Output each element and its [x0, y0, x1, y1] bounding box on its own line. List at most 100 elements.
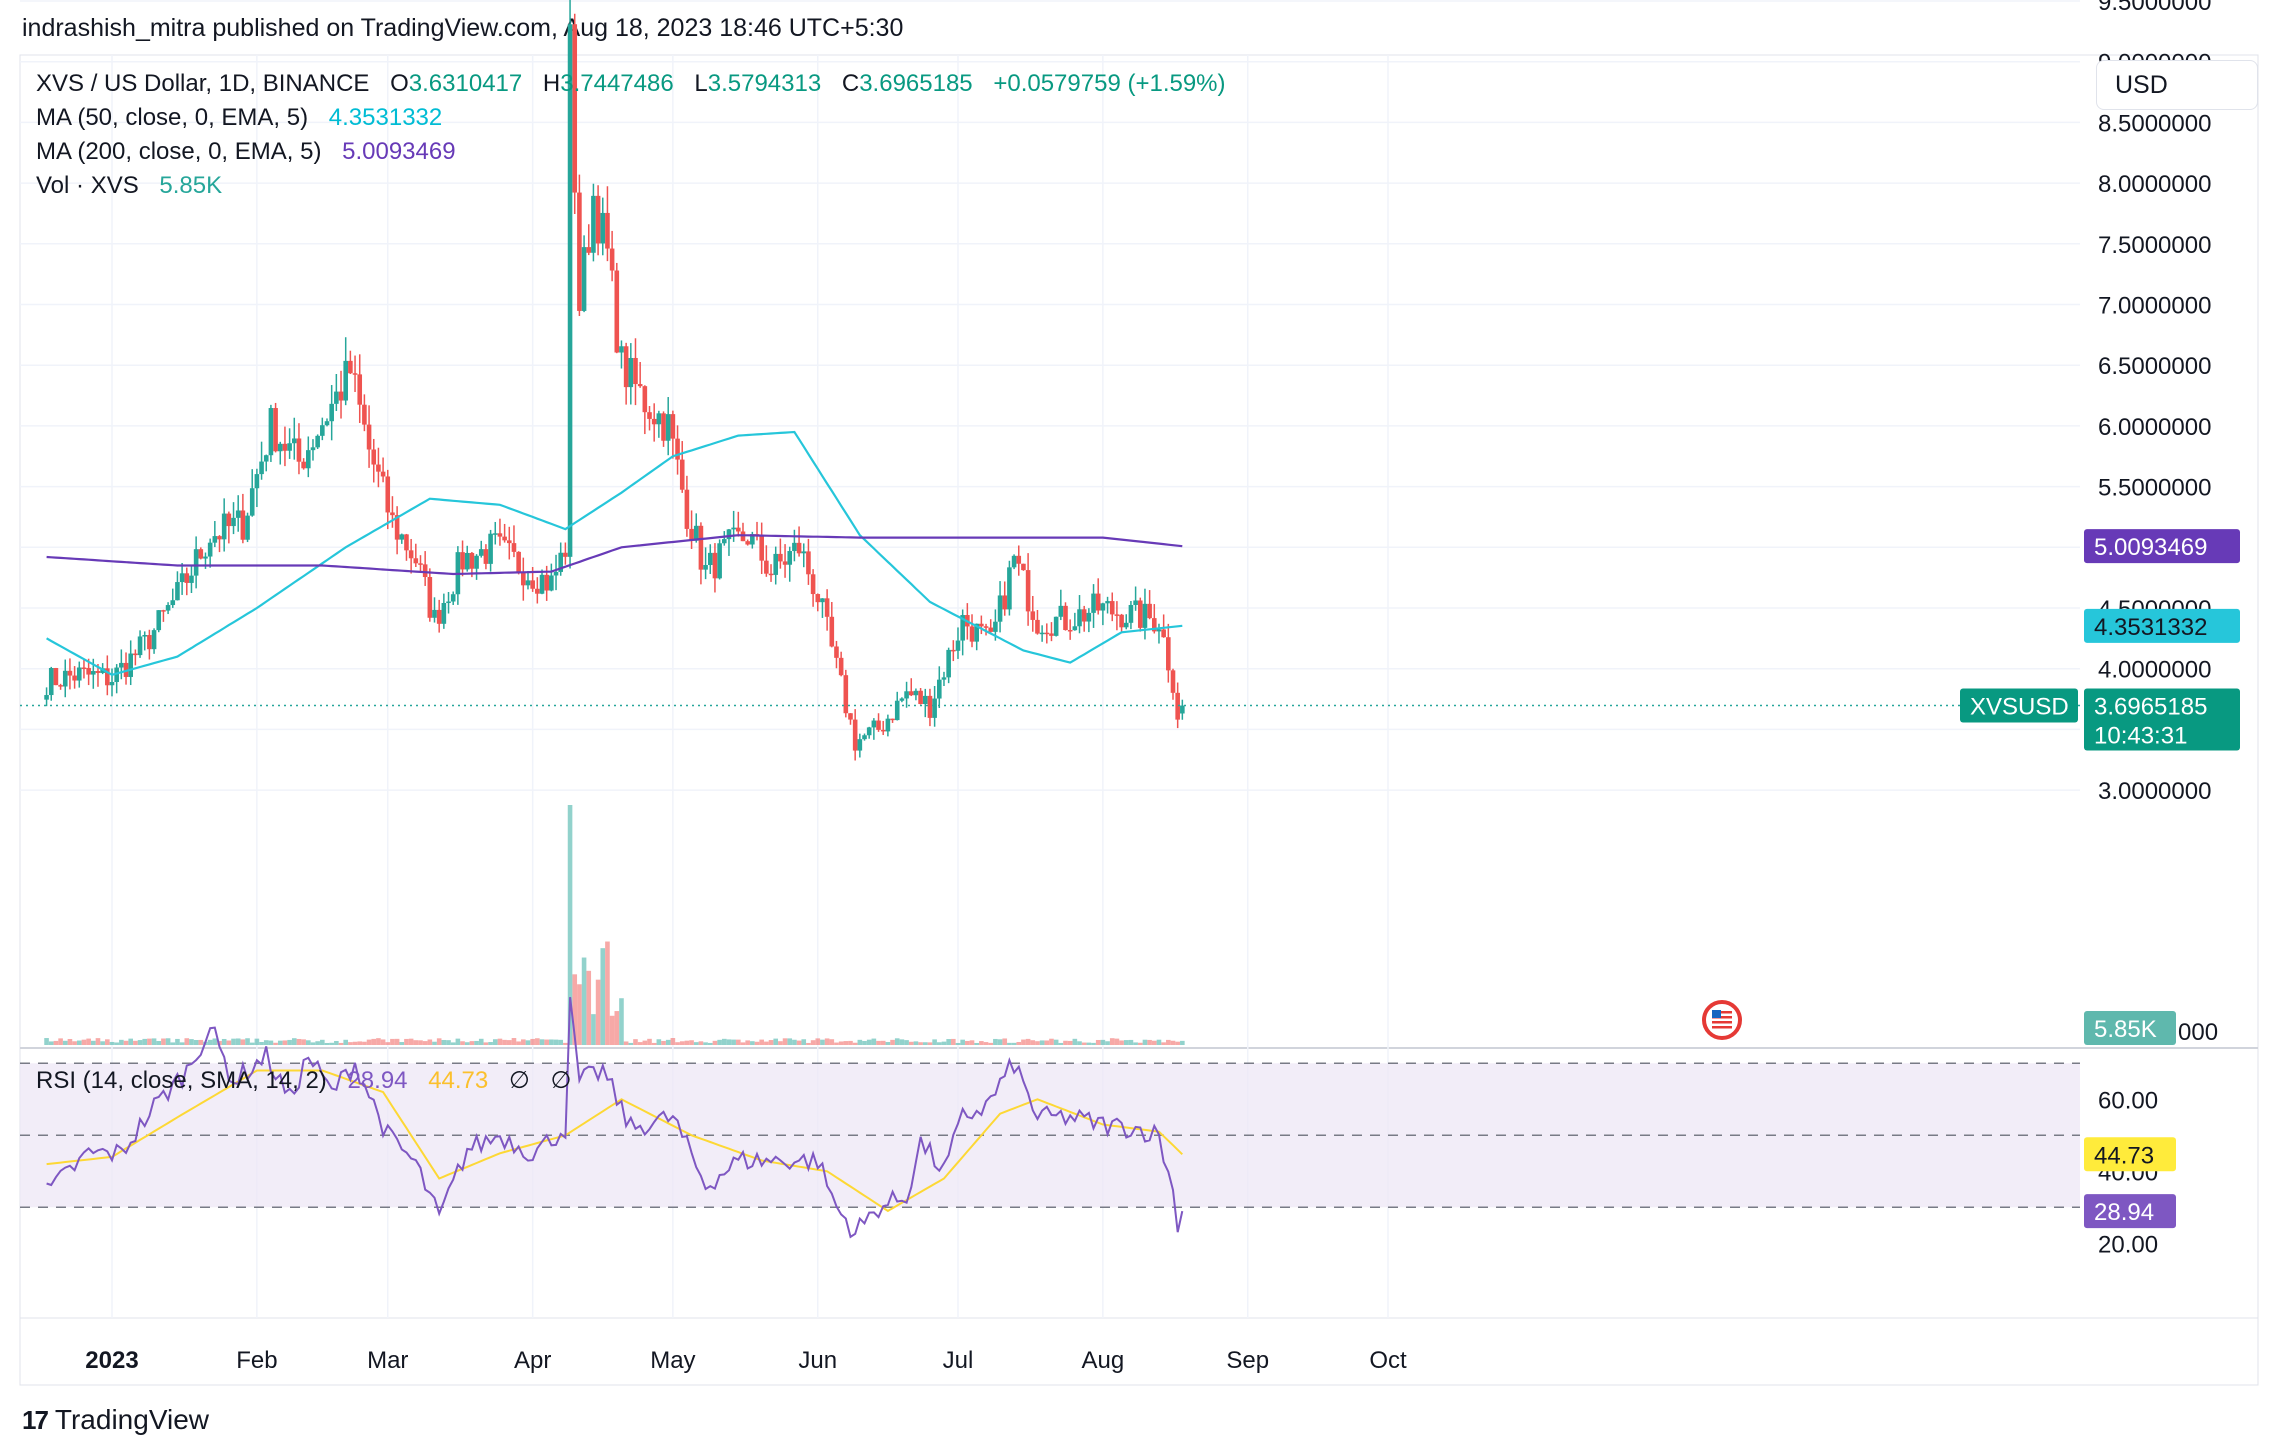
price-axis-label: 7.5000000: [2098, 232, 2211, 259]
volume-bar: [530, 1038, 535, 1045]
volume-bar: [1035, 1041, 1040, 1045]
candle-body: [1142, 603, 1148, 628]
candle-body: [600, 212, 606, 244]
volume-bar: [820, 1039, 825, 1045]
volume-bar: [651, 1042, 657, 1045]
candle-body: [759, 535, 764, 561]
candle-body: [343, 360, 348, 401]
ma200-price-tag[interactable]: 5.0093469: [2084, 529, 2240, 564]
volume-bar: [539, 1039, 545, 1045]
volume-bar: [843, 1041, 849, 1045]
candle-body: [48, 667, 54, 696]
volume-legend[interactable]: Vol · XVS 5.85K: [36, 172, 226, 200]
candle-body: [810, 574, 816, 595]
volume-bar: [282, 1040, 288, 1045]
candle-body: [296, 438, 302, 462]
volume-bar: [885, 1042, 891, 1045]
volume-bar: [633, 1039, 638, 1045]
candle-body: [633, 357, 638, 385]
candle-body: [619, 346, 624, 353]
candle-body: [563, 552, 568, 557]
candle-body: [399, 534, 405, 540]
volume-bar: [413, 1040, 419, 1045]
currency-button[interactable]: USD: [2096, 60, 2258, 110]
candle-body: [834, 646, 839, 658]
volume-bar: [637, 1042, 643, 1045]
candle-body: [951, 649, 956, 652]
volume-bar: [927, 1042, 933, 1045]
rsi-axis-label: 20.00: [2098, 1231, 2158, 1258]
candle-body: [1086, 612, 1092, 622]
ma50-price-tag[interactable]: 4.3531332: [2084, 608, 2240, 643]
candle-body: [670, 414, 676, 439]
volume-bar: [1053, 1039, 1059, 1045]
symbol-name[interactable]: XVS / US Dollar, 1D, BINANCE: [36, 70, 370, 97]
candle-body: [231, 517, 236, 527]
candle-body: [1039, 632, 1045, 635]
volume-price-tag[interactable]: 5.85K: [2084, 1011, 2176, 1045]
volume-bar: [506, 1040, 512, 1045]
volume-bar: [497, 1038, 503, 1045]
candle-body: [815, 594, 821, 603]
candle-body: [436, 609, 442, 624]
candle-body: [291, 438, 297, 444]
candle-body: [642, 386, 648, 413]
volume-bar: [48, 1041, 54, 1045]
candle-body: [628, 357, 634, 388]
open-value: 3.6310417: [408, 70, 523, 97]
candle-body: [866, 727, 872, 736]
volume-bar: [838, 1041, 844, 1045]
volume-bar: [380, 1039, 386, 1045]
volume-bar: [689, 1040, 694, 1045]
flag-stripe: [1712, 1011, 1732, 1014]
rsi-value-tag[interactable]: 28.94: [2084, 1194, 2176, 1229]
symbol-price-tag[interactable]: XVSUSD: [1960, 688, 2078, 723]
currency-label: USD: [2115, 70, 2168, 99]
candle-body: [960, 615, 965, 641]
us-flag-icon[interactable]: [1702, 1000, 1742, 1040]
chart-frame: [19, 54, 2259, 1386]
volume-value: 5.85K: [159, 172, 223, 199]
candle-body: [301, 461, 306, 469]
candle-body: [1035, 619, 1040, 634]
candle-body: [843, 675, 849, 714]
ma50-legend[interactable]: MA (50, close, 0, EMA, 5) 4.3531332: [36, 104, 446, 132]
volume-bar: [422, 1041, 428, 1045]
volume-bar: [1170, 1040, 1176, 1045]
ma200-legend[interactable]: MA (200, close, 0, EMA, 5) 5.0093469: [36, 138, 460, 166]
symbol-legend[interactable]: XVS / US Dollar, 1D, BINANCE O3.6310417 …: [36, 70, 1230, 98]
candle-body: [717, 543, 722, 579]
candle-body: [1091, 593, 1096, 613]
volume-bar: [478, 1038, 484, 1045]
rsi-legend[interactable]: RSI (14, close, SMA, 14, 2) 28.94 44.73 …: [36, 1066, 575, 1095]
candle-body: [792, 542, 797, 552]
candle-body: [908, 691, 914, 696]
candle-body: [338, 391, 344, 401]
volume-bar: [273, 1042, 278, 1045]
time-axis-label: May: [650, 1347, 695, 1374]
volume-bar: [969, 1040, 975, 1045]
candle-body: [1123, 622, 1129, 628]
candle-body: [366, 424, 372, 450]
rsi-sma-tag[interactable]: 44.73: [2084, 1137, 2176, 1172]
candle-body: [899, 698, 905, 701]
candle-body: [287, 443, 292, 451]
candle-body: [623, 346, 629, 388]
volume-bar: [567, 805, 573, 1045]
candle-body: [693, 525, 699, 541]
volume-bar: [1058, 1042, 1064, 1045]
volume-bar: [446, 1040, 451, 1045]
candle-body: [86, 667, 91, 675]
volume-bar: [399, 1042, 405, 1045]
change-value: +0.0579759 (+1.59%): [993, 70, 1226, 97]
volume-bar: [488, 1042, 493, 1045]
volume-bar: [184, 1038, 190, 1045]
volume-bar: [721, 1038, 727, 1045]
tradingview-brand[interactable]: 17 TradingView: [22, 1404, 209, 1436]
candle-body: [689, 528, 694, 541]
volume-bar: [936, 1042, 942, 1045]
candle-body: [492, 533, 498, 535]
volume-bar: [717, 1039, 722, 1045]
